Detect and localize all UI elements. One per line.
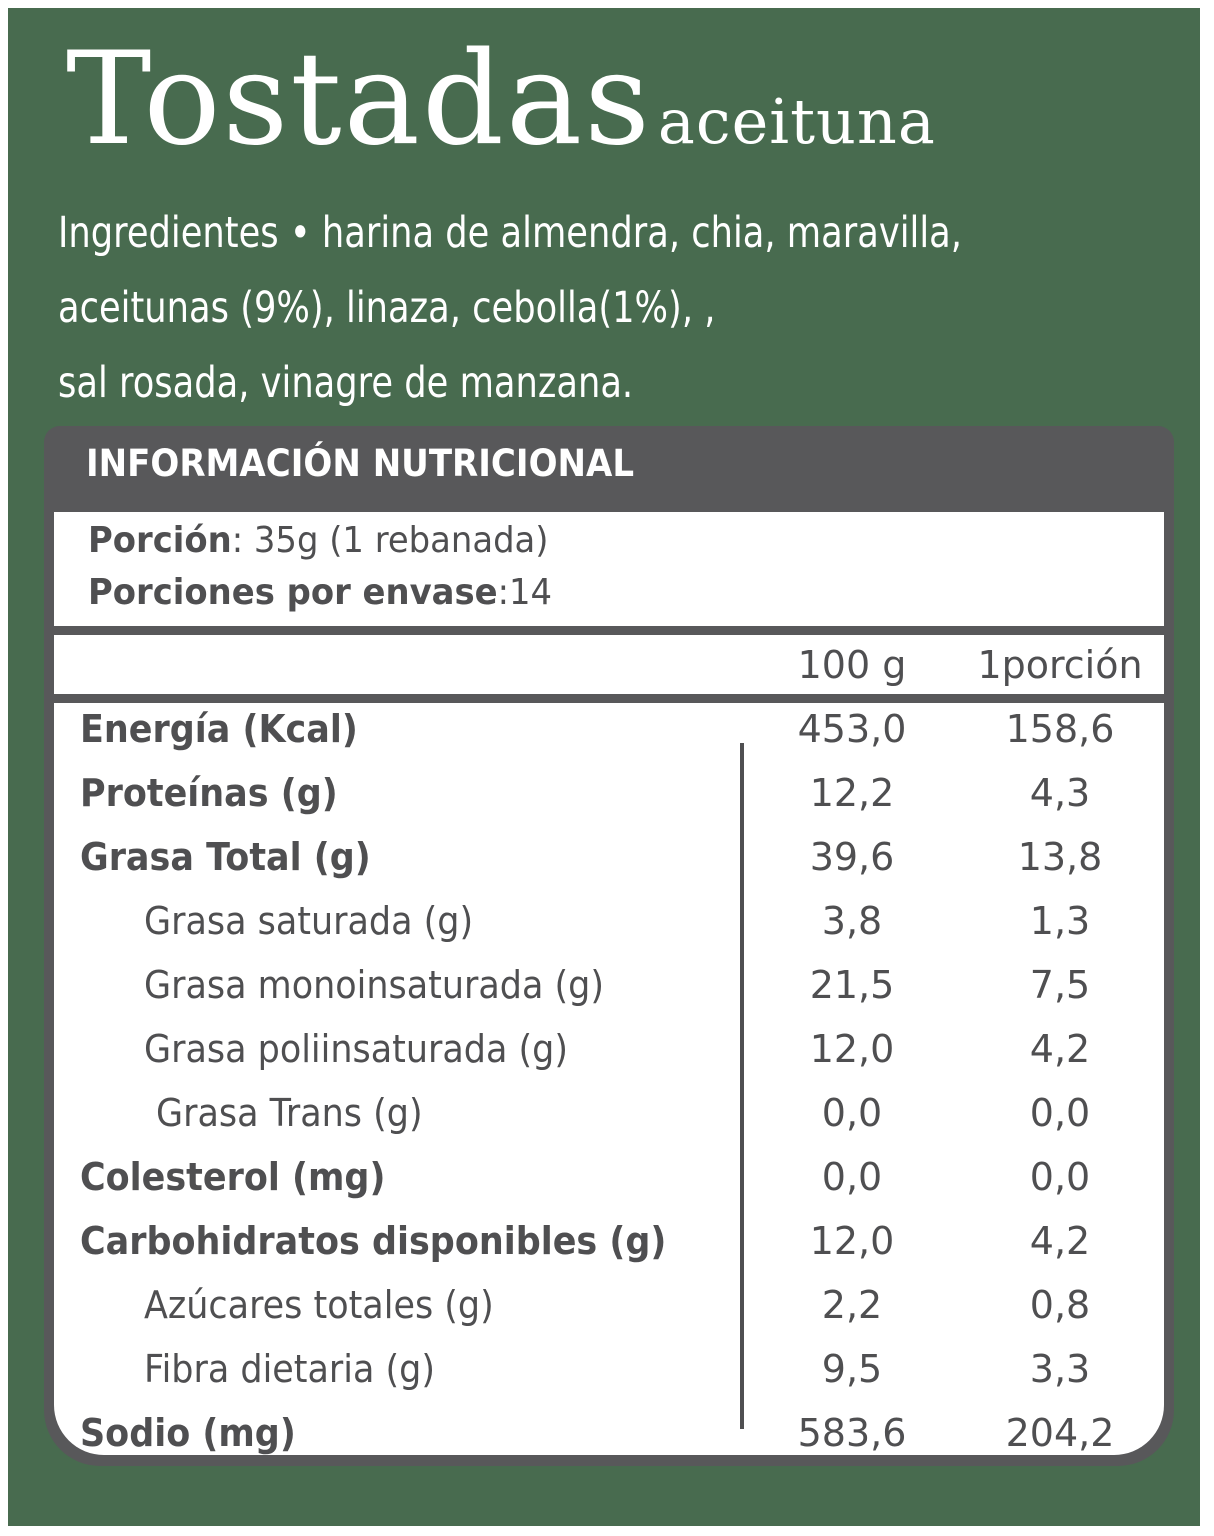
nutrient-name: Grasa Total (g) — [80, 835, 371, 879]
value-per-100g: 0,0 — [821, 1155, 883, 1199]
nutrient-name: Grasa saturada (g) — [144, 899, 474, 943]
product-name: Tostadas — [66, 25, 652, 174]
table-row: Grasa Trans (g) 0,0 0,0 — [54, 1091, 1164, 1155]
ingredients-line: Ingredientes • harina de almendra, chia,… — [58, 208, 962, 258]
nutrient-name: Proteínas (g) — [80, 771, 338, 815]
column-header-100g: 100 g — [797, 643, 907, 687]
table-row: Grasa monoinsaturada (g) 21,5 7,5 — [54, 963, 1164, 1027]
value-per-100g: 12,2 — [809, 771, 895, 815]
value-per-portion: 0,0 — [1029, 1155, 1091, 1199]
ingredients-line: aceitunas (9%), linaza, cebolla(1%), , — [58, 283, 716, 333]
value-per-portion: 158,6 — [1005, 707, 1115, 751]
value-per-portion: 13,8 — [1017, 835, 1103, 879]
value-per-100g: 21,5 — [809, 963, 895, 1007]
value-per-portion: 3,3 — [1029, 1347, 1091, 1391]
portion-size: Porción: 35g (1 rebanada) — [88, 520, 549, 561]
ingredients-text: Ingredientes • harina de almendra, chia,… — [58, 196, 1157, 421]
value-per-100g: 583,6 — [797, 1411, 907, 1455]
value-per-100g: 0,0 — [821, 1091, 883, 1135]
nutrient-name: Grasa monoinsaturada (g) — [144, 963, 604, 1007]
value-per-portion: 0,8 — [1029, 1283, 1091, 1327]
product-variant: aceituna — [657, 85, 936, 158]
nutrient-name: Colesterol (mg) — [80, 1155, 386, 1199]
nutrient-name: Sodio (mg) — [80, 1411, 296, 1455]
table-row: Energía (Kcal) 453,0 158,6 — [54, 707, 1164, 771]
servings-per-package: Porciones por envase:14 — [88, 572, 552, 613]
column-divider — [740, 743, 744, 1429]
table-row: Sodio (mg) 583,6 204,2 — [54, 1411, 1164, 1475]
table-row: Carbohidratos disponibles (g) 12,0 4,2 — [54, 1219, 1164, 1283]
value-per-portion: 1,3 — [1029, 899, 1091, 943]
ingredients-line: sal rosada, vinagre de manzana. — [58, 358, 634, 408]
table-row: Grasa saturada (g) 3,8 1,3 — [54, 899, 1164, 963]
nutrient-name: Grasa poliinsaturada (g) — [144, 1027, 569, 1071]
value-per-portion: 7,5 — [1029, 963, 1091, 1007]
nutrient-name: Grasa Trans (g) — [156, 1091, 423, 1135]
value-per-100g: 12,0 — [809, 1219, 895, 1263]
nutrient-name: Energía (Kcal) — [80, 707, 358, 751]
nutrient-name: Fibra dietaria (g) — [144, 1347, 436, 1391]
product-label: Tostadasaceituna Ingredientes • harina d… — [8, 8, 1200, 1526]
table-row: Grasa Total (g) 39,6 13,8 — [54, 835, 1164, 899]
servings-value: :14 — [497, 572, 553, 613]
value-per-portion: 0,0 — [1029, 1091, 1091, 1135]
product-title: Tostadasaceituna — [66, 36, 936, 164]
table-row: Colesterol (mg) 0,0 0,0 — [54, 1155, 1164, 1219]
value-per-100g: 2,2 — [821, 1283, 883, 1327]
table-row: Grasa poliinsaturada (g) 12,0 4,2 — [54, 1027, 1164, 1091]
value-per-100g: 453,0 — [797, 707, 907, 751]
servings-label: Porciones por envase — [88, 572, 498, 613]
table-row: Azúcares totales (g) 2,2 0,8 — [54, 1283, 1164, 1347]
value-per-portion: 4,2 — [1029, 1219, 1091, 1263]
table-row: Fibra dietaria (g) 9,5 3,3 — [54, 1347, 1164, 1411]
column-header-row: 100 g 1porción — [54, 635, 1164, 694]
value-per-portion: 4,3 — [1029, 771, 1091, 815]
value-per-portion: 4,2 — [1029, 1027, 1091, 1071]
table-row: Proteínas (g) 12,2 4,3 — [54, 771, 1164, 835]
value-per-100g: 39,6 — [809, 835, 895, 879]
nutrient-name: Carbohidratos disponibles (g) — [80, 1219, 667, 1263]
portion-box: Porción: 35g (1 rebanada) Porciones por … — [54, 512, 1164, 626]
column-header-portion: 1porción — [977, 643, 1143, 687]
value-per-100g: 12,0 — [809, 1027, 895, 1071]
nutrition-panel: INFORMACIÓN NUTRICIONAL Porción: 35g (1 … — [44, 426, 1174, 1466]
nutrient-name: Azúcares totales (g) — [144, 1283, 494, 1327]
portion-label: Porción — [88, 520, 232, 561]
portion-value: : 35g (1 rebanada) — [231, 520, 549, 561]
value-per-100g: 3,8 — [821, 899, 883, 943]
value-per-100g: 9,5 — [821, 1347, 883, 1391]
nutrition-title: INFORMACIÓN NUTRICIONAL — [86, 442, 635, 485]
nutrition-table: Energía (Kcal) 453,0 158,6 Proteínas (g)… — [54, 703, 1164, 1455]
value-per-portion: 204,2 — [1005, 1411, 1115, 1455]
